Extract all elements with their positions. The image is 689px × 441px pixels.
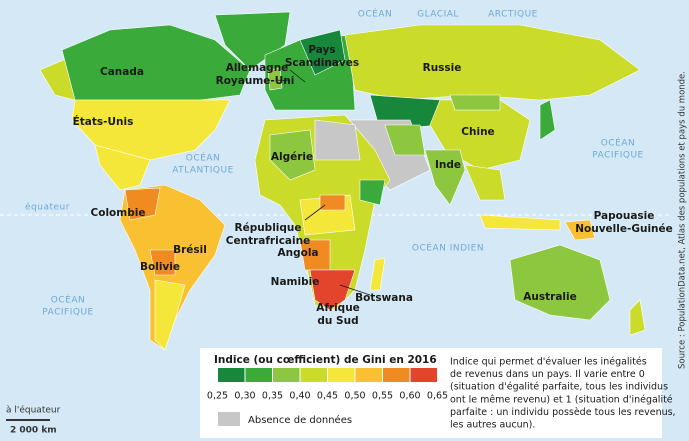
legend-description: Indice qui permet d'évaluer les inégalit… (450, 357, 647, 368)
country-label: États-Unis (73, 115, 134, 128)
legend-description: de revenus dans un pays. Il varie entre … (450, 369, 645, 380)
japan (539, 99, 556, 141)
equator-label: équateur (25, 202, 70, 213)
legend-description: ont le même revenu) et 1 (situation d'in… (450, 394, 673, 405)
legend-swatch (328, 368, 355, 382)
legend-tick-label: 0,45 (317, 391, 338, 402)
legend-tick-label: 0,65 (427, 391, 448, 402)
ocean-label: OCÉAN (186, 152, 220, 164)
no-data-swatch (218, 412, 240, 426)
ocean-label: PACIFIQUE (592, 151, 643, 161)
legend-swatch (410, 368, 437, 382)
legend-description: les autres aucun). (450, 420, 535, 431)
iran (384, 124, 426, 156)
country-label: Botswana (355, 292, 413, 304)
no-data-label: Absence de données (248, 414, 352, 426)
scale-distance: 2 000 km (10, 426, 57, 436)
legend-swatch (273, 368, 300, 382)
country-label: Inde (435, 159, 461, 171)
madagascar (369, 257, 386, 291)
legend-tick-label: 0,35 (262, 391, 283, 402)
central-african-republic (319, 194, 346, 211)
land (39, 11, 646, 351)
legend-swatch (245, 368, 272, 382)
leader-line (304, 204, 326, 221)
country-label: Nouvelle-Guinée (575, 223, 673, 235)
country-label: Russie (423, 62, 462, 74)
algeria (269, 129, 316, 181)
country-label: Australie (523, 291, 576, 303)
legend-title: Indice (ou cœfficient) de Gini en 2016 (214, 354, 437, 366)
legend-tick-label: 0,60 (399, 391, 420, 402)
scandinavia (299, 29, 346, 76)
libya-egypt (314, 119, 361, 161)
country-label: Afrique (316, 302, 360, 314)
india (424, 149, 466, 206)
leader-lines (275, 69, 371, 296)
ocean-label: OCÉAN (601, 137, 635, 149)
papua-new-guinea (564, 219, 596, 241)
new-zealand (629, 299, 646, 336)
country-label: du Sud (317, 315, 358, 327)
country-label: Namibie (271, 276, 320, 288)
leader-line (275, 79, 291, 82)
scale-caption: à l'équateur (6, 405, 61, 416)
australia (509, 244, 611, 321)
legend-tick-label: 0,40 (289, 391, 310, 402)
legend-swatch (383, 368, 410, 382)
legend-swatch (300, 368, 327, 382)
southeast-asia (464, 164, 506, 201)
indonesia (479, 214, 561, 231)
legend-description: parfaite : un individu possède tous les … (450, 407, 676, 418)
colombia (124, 187, 161, 221)
ocean-label: OCÉAN (51, 294, 85, 306)
legend-tick-label: 0,30 (234, 391, 255, 402)
southern-africa (309, 269, 356, 311)
ocean-label: OCÉAN INDIEN (412, 242, 484, 254)
mexico (94, 144, 151, 191)
country-label: Allemagne (226, 62, 289, 74)
legend-swatch (218, 368, 245, 382)
ocean-label: GLACIAL (417, 10, 459, 20)
country-label: Algérie (271, 151, 313, 163)
country-label: République (234, 222, 301, 234)
legend-tick-label: 0,55 (372, 391, 393, 402)
scale-bar: à l'équateur 2 000 km (6, 405, 61, 436)
legend-box (200, 348, 662, 438)
country-label: Scandinaves (285, 57, 359, 69)
ocean-label: PACIFIQUE (42, 308, 93, 318)
ocean-label: ATLANTIQUE (172, 166, 234, 176)
country-label: Pays (308, 44, 335, 56)
legend-tick-label: 0,50 (344, 391, 365, 402)
country-label: Centrafricaine (226, 235, 310, 247)
country-label: Colombie (91, 207, 146, 219)
country-label: Royaume-Uni (216, 75, 295, 87)
country-label: Canada (100, 66, 144, 78)
legend-swatch (355, 368, 382, 382)
legend: Indice (ou cœfficient) de Gini en 2016 A… (200, 348, 662, 438)
mongolia (449, 94, 501, 111)
source: Source : PopulationData.net, Atlas des p… (678, 71, 688, 369)
argentina (154, 279, 186, 351)
country-label: Papouasie (594, 210, 655, 222)
country-label: Angola (277, 247, 318, 259)
leader-line (339, 284, 371, 296)
legend-tick-label: 0,25 (207, 391, 228, 402)
ethiopia (359, 179, 386, 206)
ocean-label: OCÉAN (358, 8, 392, 20)
bolivia (149, 249, 176, 276)
country-label: Chine (461, 126, 494, 138)
ocean-label: ARCTIQUE (488, 10, 538, 20)
legend-description: (situation d'égalité parfaite, tous les … (450, 382, 668, 393)
leader-line (289, 69, 306, 83)
usa (71, 99, 231, 161)
uk (267, 67, 283, 91)
country-label: Bolivie (140, 261, 180, 273)
country-label: Brésil (173, 244, 207, 256)
